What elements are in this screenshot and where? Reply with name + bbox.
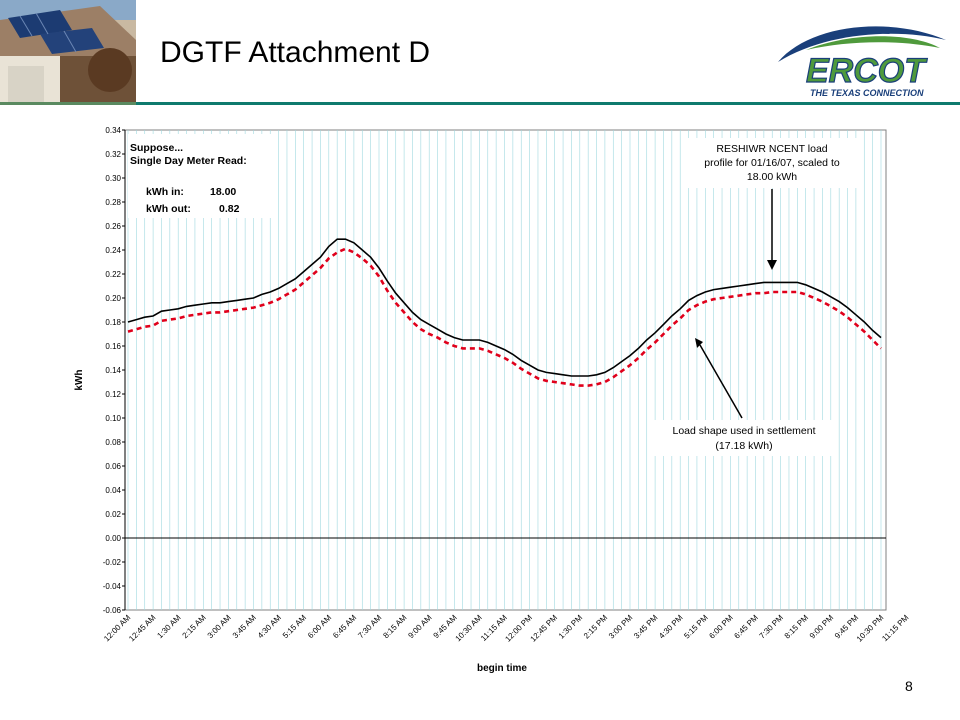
series-line-settlement xyxy=(127,247,882,387)
y-tick-label: 0.02 xyxy=(105,510,121,519)
x-tick-label: 1:30 PM xyxy=(557,613,585,641)
ercot-logo: ERCOT THE TEXAS CONNECTION xyxy=(778,26,946,98)
x-tick-label: 11:15 PM xyxy=(880,613,910,643)
settlement-label-line-1: Load shape used in settlement xyxy=(672,425,815,437)
y-tick-label: 0.34 xyxy=(105,126,121,135)
y-tick-label: 0.08 xyxy=(105,438,121,447)
x-tick-label: 4:30 PM xyxy=(657,613,685,641)
x-tick-label: 5:15 AM xyxy=(281,613,308,640)
kwh-in-label: kWh in: xyxy=(146,186,184,198)
y-tick-label: -0.06 xyxy=(103,606,122,615)
y-tick-label: 0.14 xyxy=(105,366,121,375)
x-tick-label: 2:15 AM xyxy=(181,613,208,640)
y-tick-label: 0.32 xyxy=(105,150,121,159)
slide-title: DGTF Attachment D xyxy=(160,36,431,69)
header-divider xyxy=(0,102,960,105)
x-tick-label: 6:00 AM xyxy=(306,613,333,640)
x-tick-label: 6:00 PM xyxy=(707,613,735,641)
x-tick-label: 12:45 AM xyxy=(127,613,158,644)
profile-label-line-3: 18.00 kWh xyxy=(747,171,797,183)
chart-series xyxy=(127,238,882,387)
kwh-in-value: 18.00 xyxy=(210,186,236,198)
x-tick-label: 5:15 PM xyxy=(682,613,710,641)
x-tick-label: 9:00 PM xyxy=(808,613,836,641)
y-tick-label: 0.28 xyxy=(105,198,121,207)
y-tick-label: 0.18 xyxy=(105,318,121,327)
y-tick-label: 0.26 xyxy=(105,222,121,231)
logo-wordmark: ERCOT xyxy=(806,52,928,90)
x-tick-label: 1:30 AM xyxy=(155,613,182,640)
header-divider-accent xyxy=(0,102,136,105)
y-tick-label: 0.12 xyxy=(105,390,121,399)
settlement-label-line-2: (17.18 kWh) xyxy=(715,440,772,452)
x-tick-label: 4:30 AM xyxy=(256,613,283,640)
profile-label-line-2: profile for 01/16/07, scaled to xyxy=(704,157,840,169)
y-tick-label: 0.16 xyxy=(105,342,121,351)
y-tick-label: -0.04 xyxy=(103,582,122,591)
x-tick-label: 9:00 AM xyxy=(406,613,433,640)
x-tick-label: 2:15 PM xyxy=(582,613,610,641)
y-tick-label: -0.02 xyxy=(103,558,122,567)
profile-label-line-1: RESHIWR NCENT load xyxy=(716,143,827,155)
y-tick-label: 0.24 xyxy=(105,246,121,255)
slide-number: 8 xyxy=(905,678,913,694)
x-tick-label: 6:45 AM xyxy=(331,613,358,640)
x-tick-label: 8:15 PM xyxy=(783,613,811,641)
meter-read-annotation: Suppose... Single Day Meter Read: kWh in… xyxy=(128,134,278,218)
x-tick-label: 6:45 PM xyxy=(732,613,760,641)
series-line-profile xyxy=(127,238,882,377)
x-tick-label: 8:15 AM xyxy=(381,613,408,640)
kwh-out-value: 0.82 xyxy=(219,203,240,215)
solar-house-photo xyxy=(0,0,136,102)
kwh-out-label: kWh out: xyxy=(146,203,191,215)
x-tick-label: 12:45 PM xyxy=(529,613,560,644)
settlement-callout: Load shape used in settlement (17.18 kWh… xyxy=(654,338,834,456)
y-tick-label: 0.30 xyxy=(105,174,121,183)
suppose-line-2: Single Day Meter Read: xyxy=(130,155,247,167)
y-tick-label: 0.04 xyxy=(105,486,121,495)
y-tick-label: 0.22 xyxy=(105,270,121,279)
x-axis-label: begin time xyxy=(477,663,527,674)
y-tick-label: 0.00 xyxy=(105,534,121,543)
x-tick-label: 7:30 AM xyxy=(356,613,383,640)
x-tick-label: 3:00 AM xyxy=(206,613,233,640)
profile-callout: RESHIWR NCENT load profile for 01/16/07,… xyxy=(688,138,858,270)
y-tick-label: 0.20 xyxy=(105,294,121,303)
load-profile-chart: -0.06 -0.04 -0.02 0.00 0.02 0.04 0.06 0.08 0.10 0… xyxy=(74,126,911,674)
x-tick-label: 3:45 AM xyxy=(231,613,258,640)
logo-tagline: THE TEXAS CONNECTION xyxy=(810,88,924,98)
x-tick-label: 10:30 AM xyxy=(454,613,485,644)
x-tick-label: 7:30 PM xyxy=(758,613,786,641)
x-tick-label: 3:45 PM xyxy=(632,613,660,641)
y-axis-label: kWh xyxy=(74,369,85,390)
x-tick-label: 3:00 PM xyxy=(607,613,635,641)
suppose-line-1: Suppose... xyxy=(130,142,183,154)
y-tick-label: 0.06 xyxy=(105,462,121,471)
x-tick-label: 10:30 PM xyxy=(855,613,886,644)
y-tick-label: 0.10 xyxy=(105,414,121,423)
